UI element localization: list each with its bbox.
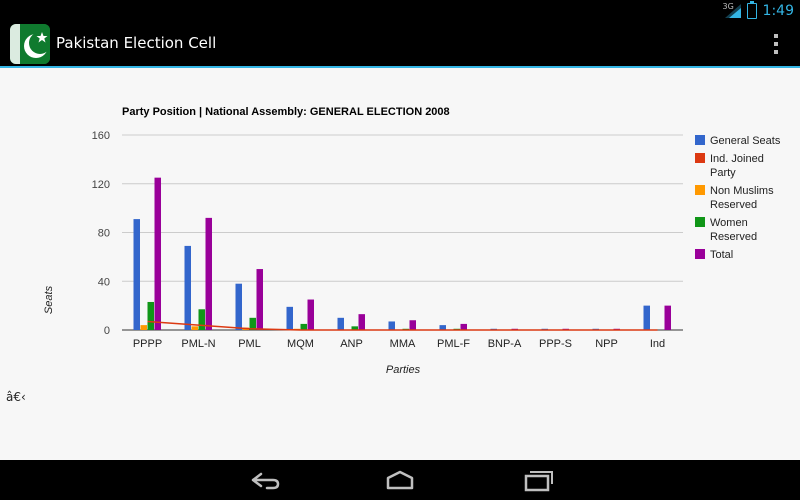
- bar-general-seats: [184, 245, 191, 330]
- legend-label: Non Muslims: [710, 185, 774, 197]
- legend-item: Non Muslims Reserved: [695, 185, 774, 211]
- bar-total: [409, 320, 416, 330]
- bar-total: [358, 314, 365, 330]
- bar-total: [460, 323, 467, 330]
- x-tick-label: BNP-A: [488, 338, 522, 350]
- status-icons: 3G 1:49: [722, 1, 794, 20]
- x-axis-label: Parties: [386, 364, 421, 376]
- legend-swatch: [695, 135, 705, 145]
- legend-swatch: [695, 153, 705, 163]
- y-tick-label: 40: [98, 276, 110, 288]
- legend-swatch: [695, 217, 705, 227]
- bar-general-seats: [643, 305, 650, 330]
- y-tick-label: 160: [92, 130, 110, 142]
- signal-icon: 3G: [722, 2, 741, 18]
- bar-women-reserved: [198, 309, 205, 330]
- bar-women-reserved: [147, 301, 154, 330]
- bar-general-seats: [337, 317, 344, 330]
- bar-women-reserved: [351, 326, 358, 330]
- status-bar: 3G 1:49: [0, 0, 800, 22]
- bar-general-seats: [235, 283, 242, 330]
- x-tick-label: Ind: [650, 338, 665, 350]
- legend-item: Women Reserved: [695, 217, 757, 243]
- x-tick-label: PML: [238, 338, 261, 350]
- line-ind-joined-party: [147, 320, 658, 331]
- bar-total: [154, 177, 161, 330]
- bar-general-seats: [388, 321, 395, 330]
- x-tick-label: MQM: [287, 338, 314, 350]
- status-time: 1:49: [762, 3, 794, 19]
- legend-label: Reserved: [710, 231, 757, 243]
- x-tick-label: PPP-S: [539, 338, 572, 350]
- bar-non-muslims-reserved: [140, 325, 147, 330]
- y-tick-label: 0: [104, 325, 110, 337]
- content-area: [0, 68, 800, 460]
- bar-general-seats: [439, 325, 446, 330]
- bar-total: [307, 299, 314, 330]
- bar-non-muslims-reserved: [191, 326, 198, 330]
- stray-text: â€‹: [6, 390, 26, 404]
- y-tick-label: 80: [98, 228, 110, 240]
- legend-label: Women: [710, 217, 748, 229]
- x-tick-label: PML-F: [437, 338, 470, 350]
- legend-swatch: [695, 249, 705, 259]
- y-tick-label: 120: [92, 179, 110, 191]
- x-tick-label: PML-N: [181, 338, 215, 350]
- legend-item: Ind. Joined Party: [695, 153, 764, 179]
- legend-item: Total: [695, 249, 733, 261]
- bar-general-seats: [133, 219, 140, 330]
- overflow-menu-icon[interactable]: [774, 34, 778, 54]
- x-tick-label: MMA: [390, 338, 416, 350]
- app-title: Pakistan Election Cell: [56, 34, 217, 52]
- legend-label: Total: [710, 249, 733, 261]
- bar-general-seats: [286, 306, 293, 330]
- bar-total: [256, 269, 263, 330]
- app-logo-icon[interactable]: [10, 24, 50, 64]
- recent-apps-button[interactable]: [516, 468, 556, 492]
- back-button[interactable]: [245, 468, 285, 492]
- x-tick-label: PPPP: [133, 338, 162, 350]
- battery-icon: [746, 1, 757, 19]
- action-bar-divider: [0, 66, 800, 68]
- legend-item: General Seats: [695, 135, 781, 147]
- legend-label: General Seats: [710, 135, 781, 147]
- action-bar: [0, 22, 800, 66]
- legend-label: Reserved: [710, 199, 757, 211]
- bar-total: [664, 305, 671, 330]
- home-button[interactable]: [380, 468, 420, 492]
- x-tick-label: ANP: [340, 338, 363, 350]
- network-type: 3G: [722, 2, 734, 11]
- bar-total: [205, 217, 212, 330]
- legend-label: Party: [710, 167, 736, 179]
- bar-women-reserved: [300, 323, 307, 330]
- party-position-chart: Party Position | National Assembly: GENE…: [43, 106, 781, 376]
- legend-label: Ind. Joined: [710, 153, 764, 165]
- x-tick-label: NPP: [595, 338, 618, 350]
- legend-swatch: [695, 185, 705, 195]
- bar-women-reserved: [249, 317, 256, 330]
- navigation-bar: [0, 460, 800, 500]
- y-axis-label: Seats: [43, 285, 55, 314]
- chart-title: Party Position | National Assembly: GENE…: [122, 106, 450, 118]
